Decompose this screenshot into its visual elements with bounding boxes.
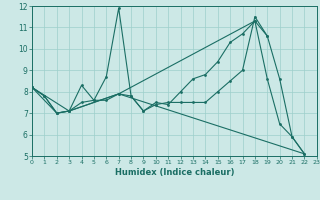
X-axis label: Humidex (Indice chaleur): Humidex (Indice chaleur) (115, 168, 234, 177)
